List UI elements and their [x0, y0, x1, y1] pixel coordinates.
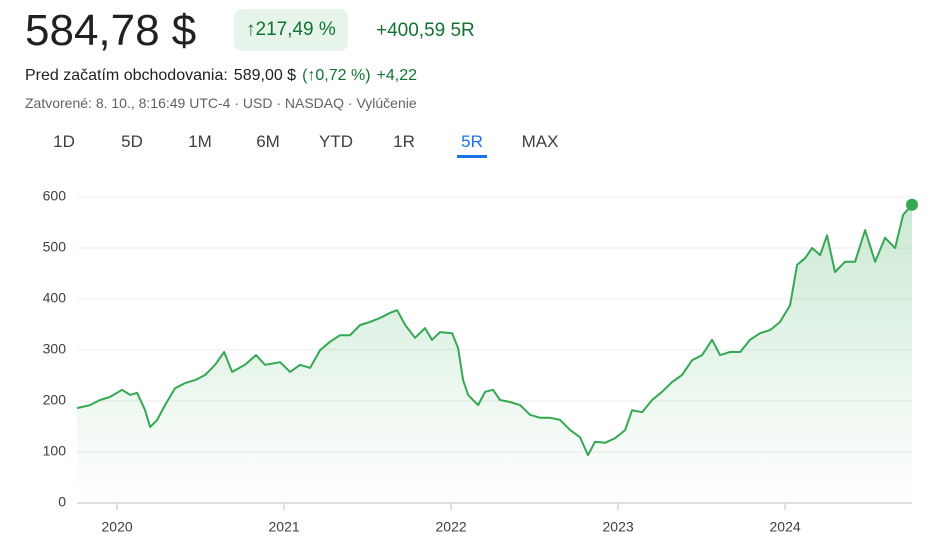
premarket-price: 589,00 $	[233, 67, 297, 84]
y-tick-label: 0	[58, 494, 66, 510]
range-tab-label: 6M	[256, 132, 280, 151]
price-line	[76, 204, 913, 457]
range-tab[interactable]: 5R	[438, 132, 506, 158]
range-tab-label: 1D	[53, 132, 75, 151]
y-tick-label: 600	[43, 188, 67, 204]
last-point	[906, 198, 918, 211]
x-tick-label: 2021	[269, 519, 300, 535]
range-tab[interactable]: 6M	[234, 132, 302, 158]
premarket-percent: (↑0,72 %)	[302, 67, 371, 84]
premarket-absolute: +4,22	[376, 67, 418, 84]
range-tab-label: 1R	[393, 132, 415, 151]
range-tab[interactable]: 5D	[98, 132, 166, 158]
y-tick-label: 300	[43, 341, 67, 357]
y-tick-label: 500	[43, 239, 67, 255]
x-tick-label: 2022	[436, 519, 467, 535]
range-tab-label: 5D	[121, 132, 143, 151]
range-tab[interactable]: 1R	[370, 132, 438, 158]
premarket-label: Pred začatím obchodovania:	[25, 67, 228, 84]
x-tick-label: 2024	[770, 519, 801, 535]
area	[77, 204, 912, 504]
status: Zatvorené: 8. 10., 8:16:49 UTC-4 · USD ·…	[25, 95, 417, 111]
change-percent: ↑217,49 %	[234, 9, 348, 51]
price: 584,78 $	[25, 6, 197, 55]
x-tick-label: 2023	[603, 519, 634, 535]
x-tick-label: 2020	[102, 519, 133, 535]
premarket: Pred začatím obchodovania: 589,00 $ (↑0,72…	[25, 67, 417, 85]
range-tab[interactable]: 1D	[30, 132, 98, 158]
change-absolute: +400,59 5R	[376, 20, 475, 41]
y-tick-label: 400	[43, 290, 67, 306]
range-tab-label: 5R	[457, 132, 487, 158]
y-tick-label: 100	[43, 443, 67, 459]
range-tab[interactable]: MAX	[506, 132, 574, 158]
range-tab-label: 1M	[188, 132, 212, 151]
range-tab[interactable]: 1M	[166, 132, 234, 158]
range-tab-label: MAX	[521, 132, 559, 151]
y-tick-label: 200	[43, 392, 67, 408]
range-tabs: 1D 5D 1M 6M YTD 1R 5R MAX	[30, 132, 574, 158]
range-tab-label: YTD	[319, 132, 353, 151]
range-tab[interactable]: YTD	[302, 132, 370, 158]
